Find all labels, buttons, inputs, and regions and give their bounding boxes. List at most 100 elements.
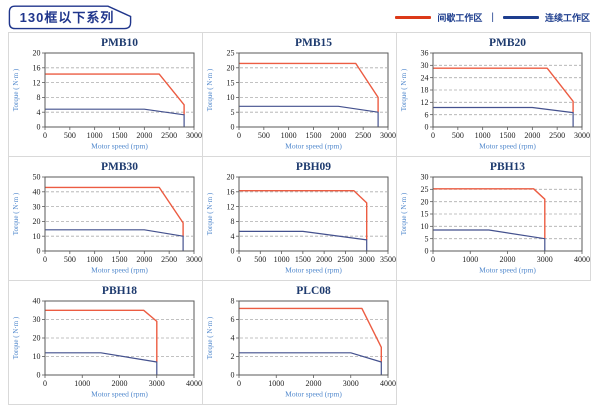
svg-text:0: 0 [425, 247, 429, 256]
svg-text:1500: 1500 [295, 255, 311, 264]
chart-panel-pmb10: PMB10 0 4 8 12 16 20 0 500 1000 1500 2000 2500 3000 Mo… [8, 32, 203, 157]
series-title-box: 130框以下系列 [8, 5, 132, 30]
svg-text:36: 36 [421, 49, 429, 58]
legend-line-continuous-icon [502, 16, 539, 19]
svg-text:1500: 1500 [112, 255, 128, 264]
svg-text:2500: 2500 [161, 131, 177, 140]
series-line-continuous [45, 108, 185, 127]
svg-text:16: 16 [227, 188, 235, 197]
svg-text:1000: 1000 [274, 255, 290, 264]
series-line-continuous [433, 106, 574, 127]
tick-marks [42, 52, 195, 130]
svg-text:3000: 3000 [149, 379, 165, 388]
chart-title: PMB10 [101, 37, 138, 49]
svg-text:2000: 2000 [524, 131, 540, 140]
svg-text:2000: 2000 [500, 255, 516, 264]
svg-text:0: 0 [431, 131, 435, 140]
svg-text:2: 2 [231, 352, 235, 361]
svg-text:2500: 2500 [355, 131, 371, 140]
svg-text:1500: 1500 [112, 131, 128, 140]
svg-text:20: 20 [227, 173, 235, 182]
page-header: 130框以下系列 间歇工作区 | 连续工作区 [0, 0, 600, 32]
tick-labels: 0 10 20 30 40 0 1000 2000 3000 4000 [33, 297, 203, 388]
svg-text:500: 500 [258, 131, 270, 140]
series-line-continuous [239, 352, 382, 375]
svg-text:4000: 4000 [380, 379, 396, 388]
svg-text:30: 30 [33, 315, 41, 324]
svg-text:10: 10 [33, 352, 41, 361]
svg-text:1000: 1000 [281, 131, 297, 140]
svg-text:2500: 2500 [549, 131, 565, 140]
svg-text:2000: 2000 [330, 131, 346, 140]
svg-text:0: 0 [43, 379, 47, 388]
y-axis-label: Torque ( N·m ) [12, 192, 20, 235]
chart-panel-pmb15: PMB15 0 5 10 15 20 25 0 500 1000 1500 2000 2500 3000 M… [202, 32, 397, 157]
tick-labels: 0 2 4 6 8 0 1000 2000 3000 4000 [231, 297, 397, 388]
svg-text:4000: 4000 [574, 255, 590, 264]
legend-separator: | [491, 12, 494, 23]
charts-grid: PMB10 0 4 8 12 16 20 0 500 1000 1500 2000 2500 3000 Mo… [8, 32, 591, 405]
chart-title: PMB15 [295, 37, 332, 49]
series-line-intermittent [239, 190, 368, 240]
svg-text:0: 0 [37, 371, 41, 380]
chart-title: PBH13 [490, 161, 525, 173]
svg-text:10: 10 [227, 93, 235, 102]
svg-text:30: 30 [421, 61, 429, 70]
svg-text:15: 15 [227, 78, 235, 87]
chart-title: PLC08 [296, 285, 331, 297]
svg-text:10: 10 [421, 222, 429, 231]
legend-label-intermittent: 间歇工作区 [437, 13, 483, 23]
svg-text:1500: 1500 [306, 131, 322, 140]
chart-svg-pmb20: PMB20 0 6 12 18 24 30 36 0 500 1000 1500 2000 2500 300… [400, 37, 590, 151]
svg-text:8: 8 [231, 217, 235, 226]
tick-marks [236, 300, 389, 378]
svg-text:30: 30 [33, 202, 41, 211]
svg-text:3000: 3000 [380, 131, 396, 140]
svg-text:20: 20 [33, 49, 41, 58]
svg-text:1000: 1000 [475, 131, 491, 140]
chart-title: PBH09 [296, 161, 331, 173]
tick-marks [430, 52, 583, 130]
tick-marks [42, 300, 195, 378]
svg-text:0: 0 [231, 371, 235, 380]
gridlines [240, 67, 387, 113]
y-axis-label: Torque ( N·m ) [206, 316, 214, 359]
svg-text:3000: 3000 [186, 255, 202, 264]
series-line-continuous [45, 229, 184, 251]
svg-text:1000: 1000 [87, 255, 103, 264]
svg-text:20: 20 [33, 217, 41, 226]
plot-border [44, 176, 195, 252]
svg-text:8: 8 [231, 297, 235, 306]
gridlines [434, 64, 581, 116]
legend-line-intermittent-icon [395, 16, 432, 19]
chart-title: PMB30 [101, 161, 138, 173]
gridlines [240, 319, 387, 357]
gridlines [434, 188, 581, 240]
series-line-continuous [45, 352, 158, 375]
svg-text:8: 8 [37, 93, 41, 102]
svg-text:4: 4 [231, 334, 235, 343]
svg-text:3000: 3000 [343, 379, 359, 388]
chart-title: PMB20 [489, 37, 526, 49]
gridlines [240, 191, 387, 237]
svg-text:3000: 3000 [574, 131, 590, 140]
svg-text:3500: 3500 [380, 255, 396, 264]
svg-text:0: 0 [231, 247, 235, 256]
svg-text:16: 16 [33, 64, 41, 73]
svg-text:5: 5 [425, 234, 429, 243]
svg-text:3000: 3000 [186, 131, 202, 140]
x-axis-label: Motor speed (rpm) [285, 266, 342, 275]
series-line-intermittent [239, 62, 379, 113]
svg-text:1000: 1000 [268, 379, 284, 388]
svg-text:0: 0 [37, 247, 41, 256]
svg-text:500: 500 [64, 255, 76, 264]
page-title: 130框以下系列 [19, 10, 115, 25]
x-axis-label: Motor speed (rpm) [285, 142, 342, 151]
svg-text:2500: 2500 [337, 255, 353, 264]
tick-labels: 0 5 10 15 20 25 30 0 1000 2000 3000 4000 [421, 173, 591, 264]
svg-text:4: 4 [37, 108, 41, 117]
chart-svg-pbh09: PBH09 0 4 8 12 16 20 0 500 1000 1500 2000 2500 3000 35… [206, 161, 396, 275]
